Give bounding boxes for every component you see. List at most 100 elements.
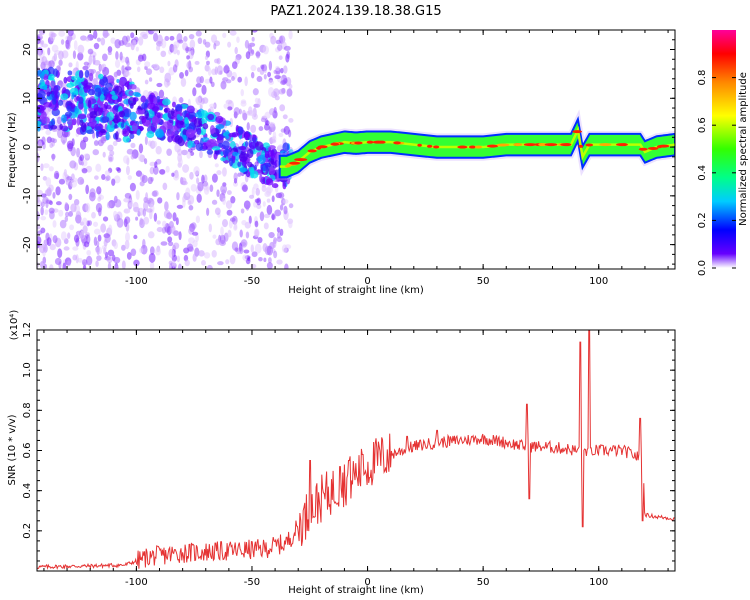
spectrogram-noise-cell xyxy=(121,244,126,251)
spectrogram-noise-cell xyxy=(209,76,213,84)
spectrogram-blob xyxy=(134,93,142,98)
spectrogram-noise-cell xyxy=(55,186,61,196)
spectrogram-blob xyxy=(53,85,59,95)
spectrogram-noise-cell xyxy=(152,30,160,33)
spectrogram-blob xyxy=(37,104,45,114)
spectrogram-noise-cell xyxy=(231,61,238,69)
spectrogram-noise-cell xyxy=(242,254,248,261)
spectrogram-noise-cell xyxy=(220,184,228,194)
spectrogram-blob xyxy=(51,118,56,127)
spectrogram-noise-cell xyxy=(146,197,154,203)
spectrogram-noise-cell xyxy=(263,213,271,219)
spectrogram-noise-cell xyxy=(77,44,85,54)
spectrogram-peak xyxy=(585,143,594,147)
spectrogram-noise-cell xyxy=(165,165,170,173)
spectrogram-noise-cell xyxy=(245,231,250,239)
spectrogram-blob xyxy=(259,174,263,183)
spectrogram-noise-cell xyxy=(40,215,47,221)
spectrogram-noise-cell xyxy=(114,59,121,68)
spectrogram-blob xyxy=(166,130,174,137)
spectrogram-noise-cell xyxy=(102,32,110,37)
y-tick-label: 0.4 xyxy=(22,483,33,499)
spectrogram-noise-cell xyxy=(250,124,257,133)
spectrogram-noise-cell xyxy=(230,196,236,204)
spectrogram-noise-cell xyxy=(166,148,172,156)
spectrogram-blob xyxy=(267,145,276,150)
spectrogram-noise-cell xyxy=(254,229,259,238)
spectrogram-noise-cell xyxy=(152,140,158,148)
spectrogram-peak xyxy=(378,140,386,144)
spectrogram-noise-cell xyxy=(148,140,152,147)
spectrogram-noise-cell xyxy=(147,231,155,239)
spectrogram-peak xyxy=(486,144,499,148)
spectrogram-noise-cell xyxy=(263,257,267,263)
spectrogram-noise-cell xyxy=(196,76,202,84)
spectrogram-noise-cell xyxy=(279,204,284,211)
spectrogram-noise-cell xyxy=(251,30,258,33)
spectrogram-noise-cell xyxy=(37,140,43,150)
spectrogram-noise-cell xyxy=(133,234,138,240)
spectrogram-blob xyxy=(206,149,214,155)
spectrogram-blob xyxy=(218,142,223,148)
spectrogram-noise-cell xyxy=(159,169,166,175)
spectrogram-noise-cell xyxy=(229,254,236,265)
spectrogram-blob xyxy=(254,141,264,151)
spectrogram-noise-cell xyxy=(288,84,293,89)
spectrogram-noise-cell xyxy=(164,201,169,211)
spectrogram-noise-cell xyxy=(258,126,264,132)
spectrogram-blob xyxy=(214,149,220,155)
spectrogram-blob xyxy=(220,157,227,162)
spectrogram-noise-cell xyxy=(136,66,141,73)
x-tick-label: 0 xyxy=(364,577,370,588)
spectrogram-peak xyxy=(578,144,584,148)
spectrogram-noise-cell xyxy=(139,217,144,226)
spectrogram-noise-cell xyxy=(254,220,259,228)
spectrogram-noise-cell xyxy=(102,53,108,62)
spectrogram-noise-cell xyxy=(138,143,144,154)
spectrogram-blob xyxy=(60,93,69,101)
spectrogram-peak xyxy=(468,145,477,149)
spectrogram-noise-cell xyxy=(186,243,194,252)
spectrogram-noise-cell xyxy=(251,36,255,42)
spectrogram-blob xyxy=(131,122,139,132)
spectrogram-noise-cell xyxy=(156,227,163,233)
spectrogram-peak xyxy=(560,143,572,147)
spectrogram-noise-cell xyxy=(92,149,100,156)
spectrogram-blob xyxy=(101,116,110,123)
spectrogram-noise-cell xyxy=(96,37,101,42)
spectrogram-blob xyxy=(154,128,164,138)
spectrogram-blob xyxy=(274,153,280,162)
spectrogram-noise-cell xyxy=(139,247,144,254)
spectrogram-noise-cell xyxy=(156,220,161,225)
spectrogram-peak xyxy=(284,164,291,168)
spectrogram-noise-cell xyxy=(64,202,69,210)
snr-x-label: Height of straight line (km) xyxy=(288,585,424,596)
spectrogram-blob xyxy=(94,123,104,131)
spectrogram-noise-cell xyxy=(263,222,269,230)
spectrogram-noise-cell xyxy=(37,189,43,196)
spectrogram-noise-cell xyxy=(195,215,201,224)
spectrogram-noise-cell xyxy=(48,207,55,214)
spectrogram-noise-cell xyxy=(101,174,106,181)
spectrogram-noise-cell xyxy=(249,194,255,199)
spectrogram-noise-cell xyxy=(178,231,182,241)
spectrogram-noise-cell xyxy=(114,265,119,269)
spectrogram-noise-cell xyxy=(190,222,197,230)
spectrogram-noise-cell xyxy=(124,66,132,71)
spectrogram-noise-cell xyxy=(149,246,155,255)
spectrogram-noise-cell xyxy=(225,259,230,265)
spectrogram-blob xyxy=(169,125,178,132)
spectrogram-blob xyxy=(151,116,160,126)
spectrogram-noise-cell xyxy=(195,96,202,104)
x-tick-label: -50 xyxy=(244,577,260,588)
spectrogram-noise-cell xyxy=(256,204,262,210)
spectrogram-noise-cell xyxy=(39,40,45,45)
spectrogram-noise-cell xyxy=(67,232,71,239)
spectrogram-noise-cell xyxy=(239,229,243,238)
spectrogram-noise-cell xyxy=(261,184,267,193)
spectrogram-noise-cell xyxy=(160,241,168,246)
spectrogram-blob xyxy=(152,106,160,111)
spectrogram-noise-cell xyxy=(102,151,106,158)
spectrogram-peak xyxy=(417,143,422,147)
spectrogram-noise-cell xyxy=(264,111,271,119)
